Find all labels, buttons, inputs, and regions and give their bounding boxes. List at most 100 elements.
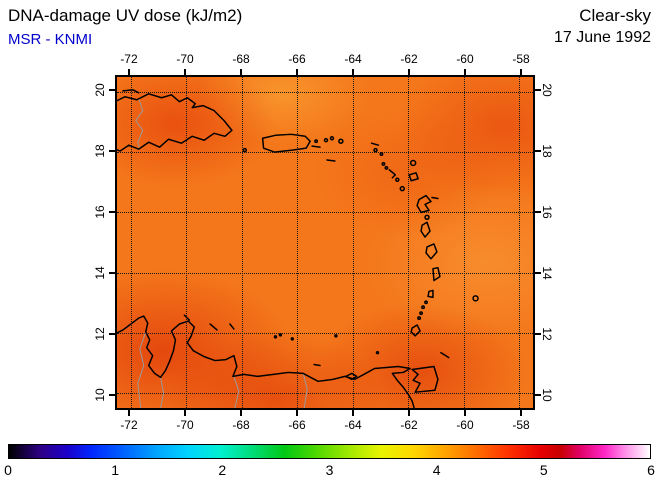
tick-mark xyxy=(109,211,115,214)
lon-tick-label: -64 xyxy=(344,418,362,432)
lon-tick-label: -68 xyxy=(232,418,250,432)
lat-axis-left-labels: 20 18 16 14 12 10 xyxy=(93,75,107,410)
lat-tick-label: 16 xyxy=(93,205,107,219)
colorbar-tick-label: 6 xyxy=(647,462,655,478)
grid-line-lat xyxy=(117,212,533,214)
tick-mark xyxy=(184,410,186,416)
lesser-antilles-islands xyxy=(370,142,479,337)
tick-mark xyxy=(240,410,242,416)
lon-axis-bottom-labels: -72 -70 -68 -66 -64 -62 -60 -58 xyxy=(115,418,535,432)
lat-tick-label: 12 xyxy=(540,327,554,341)
lat-tick-label: 18 xyxy=(93,144,107,158)
grid-line-lat xyxy=(117,92,533,94)
grid-line-lon xyxy=(130,77,132,408)
grid-line-lon xyxy=(297,77,299,408)
colorbar-tick-label: 2 xyxy=(218,462,227,478)
sky-condition-label: Clear-sky xyxy=(579,6,651,25)
map-frame xyxy=(115,75,535,410)
tick-mark xyxy=(463,69,466,75)
tick-mark xyxy=(127,69,130,75)
lon-axis-bottom-ticks xyxy=(115,410,535,416)
lon-tick-label: -68 xyxy=(232,52,250,66)
lon-tick-label: -72 xyxy=(120,418,138,432)
tick-mark xyxy=(535,89,541,92)
tick-mark xyxy=(109,393,115,396)
lat-tick-label: 20 xyxy=(93,83,107,97)
grid-line-lat xyxy=(117,332,533,334)
venezuela-coastline xyxy=(117,315,415,408)
colorbar-labels: 0 1 2 3 4 5 6 xyxy=(4,462,655,478)
tick-mark xyxy=(109,332,115,335)
grid-line-lon xyxy=(408,77,410,408)
lat-axis-right-ticks xyxy=(535,75,541,410)
lon-tick-label: -62 xyxy=(400,52,418,66)
tick-mark xyxy=(520,410,522,416)
colorbar-tick-label: 1 xyxy=(111,462,120,478)
tick-mark xyxy=(535,393,541,396)
lat-tick-label: 10 xyxy=(540,388,554,402)
tick-mark xyxy=(109,150,115,153)
tick-mark xyxy=(535,332,541,335)
tick-mark xyxy=(535,150,541,153)
lon-tick-label: -60 xyxy=(456,418,474,432)
lon-tick-label: -58 xyxy=(512,52,530,66)
date-label: 17 June 1992 xyxy=(554,29,651,46)
tick-mark xyxy=(240,69,242,75)
grid-line-lon xyxy=(519,77,521,408)
colorbar-tick-label: 4 xyxy=(432,462,441,478)
lat-tick-label: 20 xyxy=(540,83,554,97)
lat-tick-label: 12 xyxy=(93,327,107,341)
tick-mark xyxy=(463,410,466,416)
tick-mark xyxy=(520,69,522,75)
puerto-rico-coastline xyxy=(261,133,344,162)
colorbar-gradient xyxy=(8,444,651,459)
tick-mark xyxy=(408,69,410,75)
lat-tick-label: 14 xyxy=(540,266,554,280)
colorbar-tick-label: 0 xyxy=(4,462,12,478)
colorbar-tick-label: 3 xyxy=(325,462,334,478)
lat-tick-label: 14 xyxy=(93,266,107,280)
grid-line-lon xyxy=(241,77,243,408)
country-borders xyxy=(135,98,308,408)
tick-mark xyxy=(535,271,541,274)
grid-line-lon xyxy=(186,77,188,408)
tick-mark xyxy=(295,69,298,75)
trinidad-tobago-coastline xyxy=(411,351,450,393)
grid-line-lat xyxy=(117,272,533,274)
tick-mark xyxy=(352,410,354,416)
lon-tick-label: -62 xyxy=(400,418,418,432)
tick-mark xyxy=(352,69,354,75)
lon-tick-label: -64 xyxy=(344,52,362,66)
lon-tick-label: -70 xyxy=(176,52,194,66)
hispaniola-coastline xyxy=(117,89,247,153)
lon-tick-label: -66 xyxy=(288,418,306,432)
tick-mark xyxy=(408,410,410,416)
grid-line-lat xyxy=(117,392,533,394)
lon-tick-label: -66 xyxy=(288,52,306,66)
tick-mark xyxy=(109,89,115,92)
colorbar-tick-label: 5 xyxy=(539,462,548,478)
tick-mark xyxy=(535,211,541,214)
data-source-label: MSR - KNMI xyxy=(8,31,93,48)
lon-tick-label: -72 xyxy=(120,52,138,66)
tick-mark xyxy=(184,69,186,75)
tick-mark xyxy=(109,271,115,274)
plot-title: DNA-damage UV dose (kJ/m2) xyxy=(8,6,243,25)
tick-mark xyxy=(127,410,130,416)
lat-tick-label: 18 xyxy=(540,144,554,158)
lon-axis-top-labels: -72 -70 -68 -66 -64 -62 -60 -58 xyxy=(115,52,535,66)
tick-mark xyxy=(295,410,298,416)
graticule xyxy=(117,77,533,408)
lat-tick-label: 16 xyxy=(540,205,554,219)
lon-tick-label: -70 xyxy=(176,418,194,432)
grid-line-lon xyxy=(463,77,465,408)
coastlines-layer xyxy=(117,89,479,408)
lat-tick-label: 10 xyxy=(93,388,107,402)
lon-axis-top-ticks xyxy=(115,69,535,75)
lon-tick-label: -58 xyxy=(512,418,530,432)
lat-axis-left-ticks xyxy=(109,75,115,410)
grid-line-lat xyxy=(117,152,533,154)
lat-axis-right-labels: 20 18 16 14 12 10 xyxy=(540,75,554,410)
lon-tick-label: -60 xyxy=(456,52,474,66)
